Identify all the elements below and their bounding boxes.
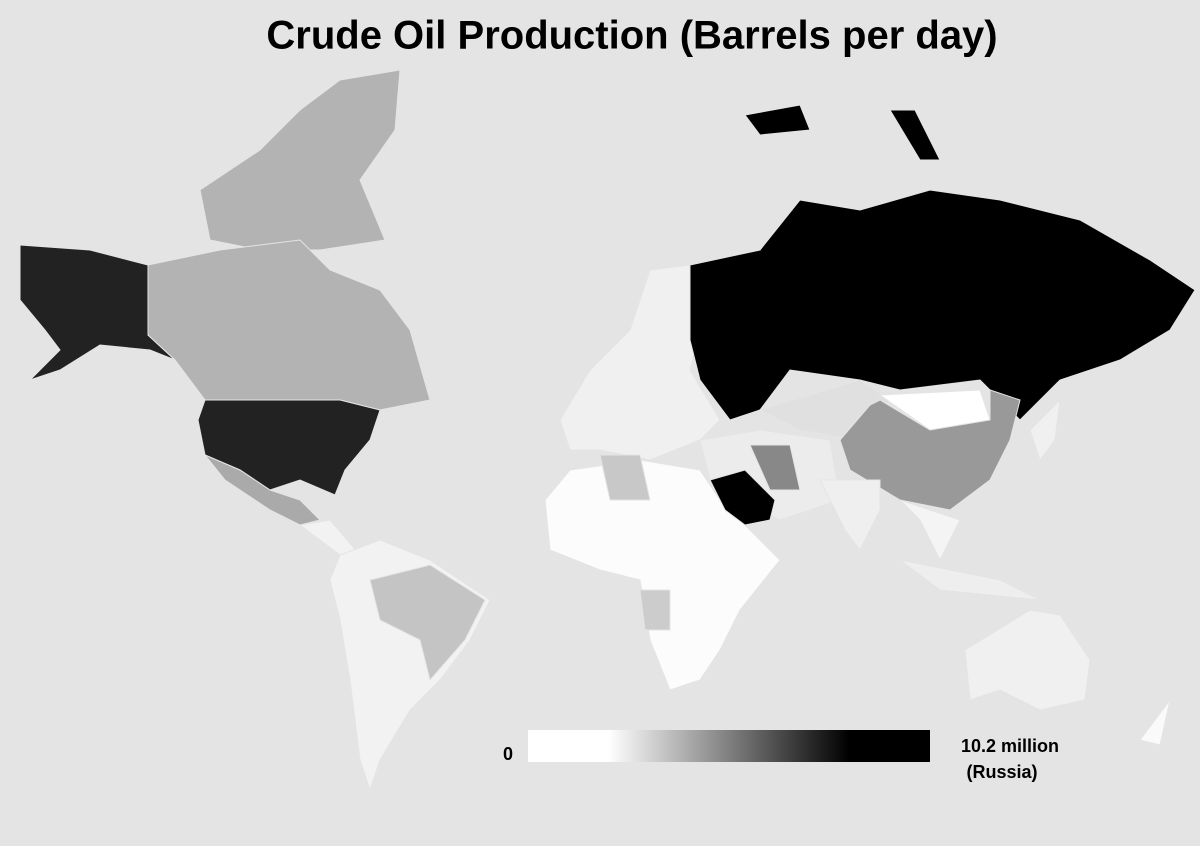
europe <box>559 264 721 461</box>
algeria <box>599 454 651 501</box>
mexico <box>204 454 321 526</box>
color-scale <box>528 730 930 762</box>
australia <box>964 609 1091 711</box>
southeast-asia <box>899 499 961 562</box>
countries <box>19 69 1196 792</box>
india <box>819 479 881 551</box>
russia <box>689 189 1196 421</box>
brazil <box>369 564 486 682</box>
indonesia <box>899 559 1041 601</box>
japan <box>1029 398 1061 462</box>
scale-max-note: (Russia) <box>966 762 1037 782</box>
canada <box>147 239 431 411</box>
scale-max-label: 10.2 million <box>961 736 1059 756</box>
angola <box>639 589 671 631</box>
map-title: Crude Oil Production (Barrels per day) <box>266 14 997 58</box>
novaya-zemlya <box>889 109 941 161</box>
africa <box>544 459 781 691</box>
saudi-arabia <box>709 469 776 526</box>
scale-min-label: 0 <box>503 744 513 764</box>
usa <box>197 399 381 496</box>
iran <box>749 444 801 491</box>
arctic-russia-islands <box>744 104 811 136</box>
new-zealand <box>1139 699 1171 746</box>
